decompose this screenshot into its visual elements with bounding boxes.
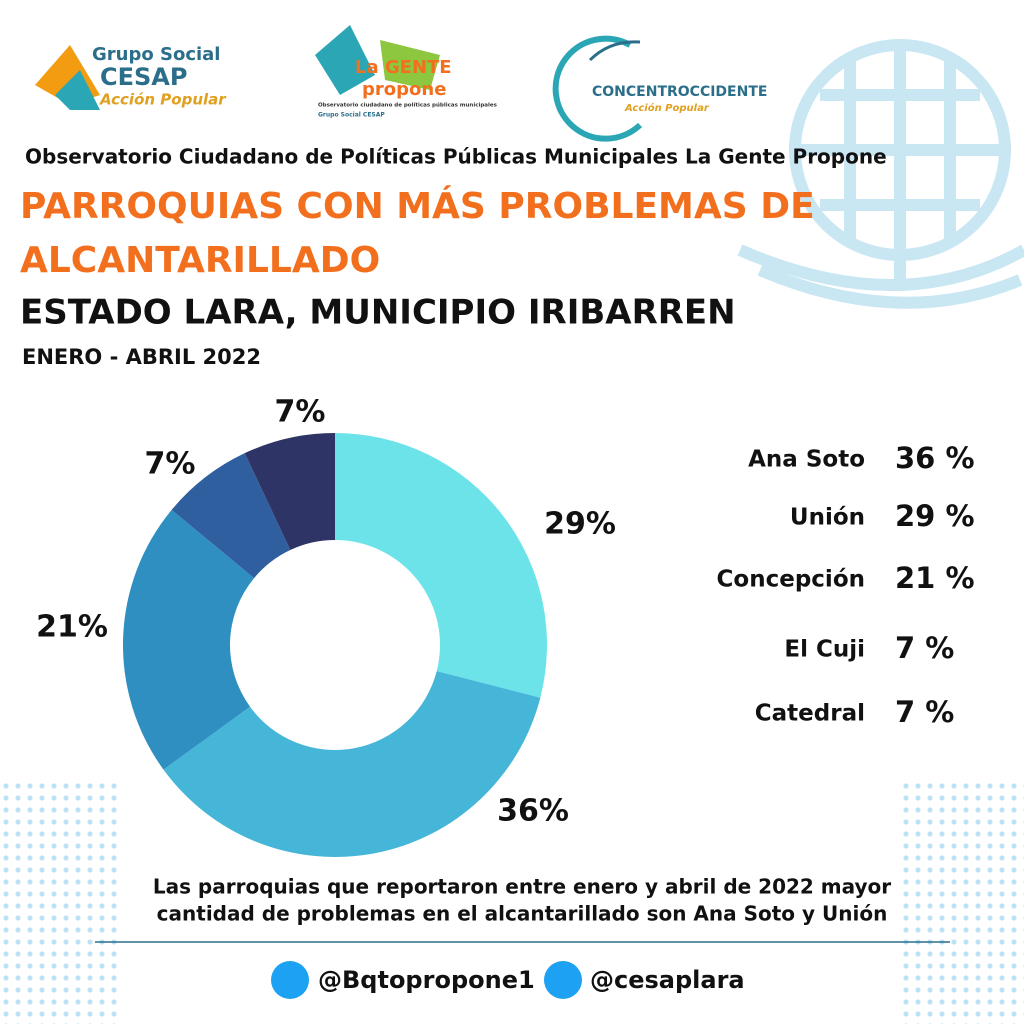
twitter-icon (271, 961, 309, 999)
logo-text: Observatorio ciudadano de políticas públ… (318, 102, 498, 109)
donut-slice (123, 509, 255, 770)
slice-label: 29% (544, 507, 616, 542)
period: ENERO - ABRIL 2022 (22, 345, 261, 369)
logo-gente: La GENTE propone Observatorio ciudadano … (315, 25, 498, 119)
logo-concentro: CONCENTROCCIDENTE Acción Popular (552, 35, 767, 142)
subtitle: ESTADO LARA, MUNICIPIO IRIBARREN (20, 293, 736, 333)
donut-slice (244, 433, 335, 550)
legend-value: 7 % (895, 631, 954, 665)
logo-text: CONCENTROCCIDENTE (592, 84, 767, 100)
logo-text: CESAP (100, 63, 187, 91)
logo-text: Acción Popular (624, 102, 710, 114)
title: PARROQUIAS CON MÁS PROBLEMAS DE (20, 185, 815, 227)
legend-name: Concepción (717, 567, 865, 593)
handle: @cesaplara (590, 966, 745, 994)
logo-text: Grupo Social (92, 44, 220, 65)
slice-label: 7% (145, 447, 196, 482)
slice-label: 36% (497, 794, 569, 829)
donut-chart: 29% 36% 21% 7% 7% (36, 395, 616, 858)
donut-slice (163, 671, 541, 858)
legend-value: 7 % (895, 695, 954, 729)
observatory: Observatorio Ciudadano de Políticas Públ… (25, 145, 887, 169)
legend-name: Catedral (755, 701, 865, 727)
legend-name: El Cuji (784, 637, 865, 663)
logo-text: Grupo Social CESAP (318, 112, 385, 119)
handle: @Bqtopropone1 (318, 966, 535, 994)
legend-name: Ana Soto (748, 447, 865, 473)
note: cantidad de problemas en el alcantarilla… (157, 902, 888, 926)
slice-label: 7% (275, 395, 326, 430)
logo-cesap: Grupo Social CESAP Acción Popular (35, 44, 227, 110)
legend-value: 29 % (895, 499, 975, 533)
legend: Ana Soto 36 % Unión 29 % Concepción 21 % El Cu… (717, 441, 975, 729)
slice-label: 21% (36, 610, 108, 645)
globe-icon (737, 39, 1024, 309)
logo-text: La GENTE (355, 57, 452, 78)
legend-value: 21 % (895, 561, 975, 595)
note: Las parroquias que reportaron entre ener… (153, 875, 891, 899)
legend-value: 36 % (895, 441, 975, 475)
logo-text: Acción Popular (99, 91, 227, 109)
twitter-icon (544, 961, 582, 999)
legend-name: Unión (790, 505, 865, 531)
logo-text: propone (362, 79, 446, 100)
donut-slice (171, 453, 291, 579)
title: ALCANTARILLADO (20, 240, 380, 281)
donut-slice (335, 433, 547, 698)
